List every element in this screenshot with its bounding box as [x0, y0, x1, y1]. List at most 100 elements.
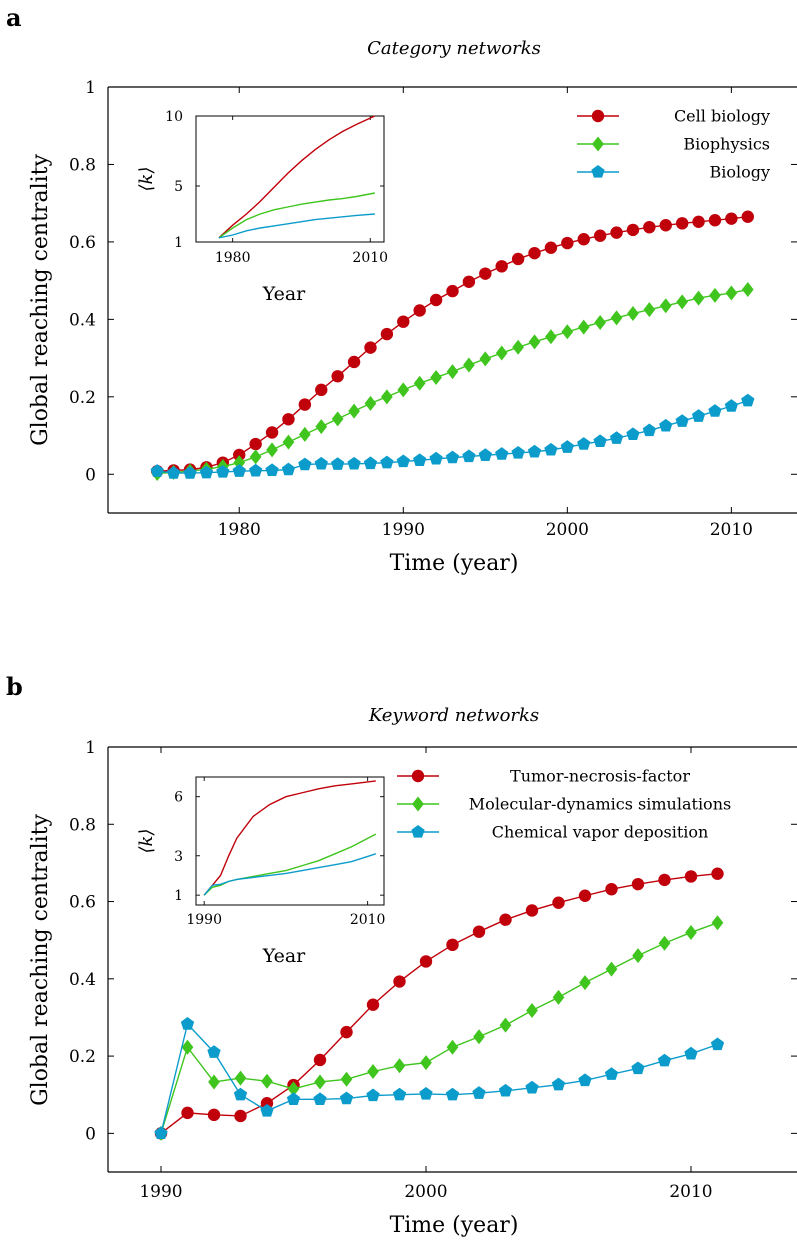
- inset-series-line: [203, 780, 376, 896]
- data-point: [249, 449, 262, 465]
- data-point: [605, 961, 618, 977]
- data-point: [286, 1092, 301, 1106]
- data-point: [626, 427, 640, 441]
- data-point: [577, 319, 590, 335]
- data-point: [419, 1086, 433, 1100]
- inset-ylabel: ⟨k⟩: [136, 829, 157, 854]
- series-line: [160, 1022, 718, 1134]
- data-point: [691, 409, 706, 422]
- data-point: [313, 1092, 327, 1106]
- panel-b-title: Keyword networks: [368, 705, 539, 726]
- data-point: [299, 426, 311, 442]
- inset-y-tick-label: 10: [165, 109, 183, 125]
- data-point: [631, 1061, 645, 1075]
- data-point: [347, 355, 361, 369]
- y-tick-label: 0.2: [69, 388, 96, 408]
- data-point: [495, 447, 509, 460]
- data-point: [472, 1086, 486, 1099]
- data-point: [659, 219, 672, 232]
- data-point: [577, 437, 591, 450]
- data-point: [708, 214, 722, 227]
- panel-a-xlabel: Time (year): [390, 551, 519, 576]
- data-point: [578, 889, 592, 902]
- panel-b-ylabel: Global reaching centrality: [28, 814, 53, 1106]
- data-point: [631, 877, 645, 891]
- data-point: [479, 351, 492, 367]
- inset-frame: [195, 776, 385, 906]
- y-tick-label: 0.6: [69, 233, 96, 253]
- data-point: [265, 426, 279, 439]
- data-point: [578, 1073, 592, 1087]
- y-tick-label: 1: [85, 78, 96, 98]
- data-point: [313, 1053, 327, 1067]
- inset-series-line: [218, 213, 375, 239]
- data-point: [340, 1071, 353, 1087]
- data-point: [446, 364, 459, 380]
- legend-entry: Cell biology: [577, 107, 770, 126]
- data-point: [472, 925, 486, 938]
- data-point: [657, 1053, 672, 1067]
- data-point: [429, 451, 443, 465]
- data-point: [233, 1087, 248, 1101]
- y-tick-label: 0.8: [69, 815, 96, 835]
- data-point: [233, 448, 246, 462]
- inset-xlabel: Year: [262, 945, 306, 967]
- data-point: [340, 1025, 353, 1039]
- data-point: [626, 223, 640, 237]
- data-point: [462, 449, 476, 463]
- data-point: [232, 464, 246, 477]
- data-point: [675, 217, 689, 230]
- data-point: [627, 306, 639, 322]
- data-point: [419, 955, 433, 968]
- data-point: [658, 873, 671, 887]
- data-point: [281, 462, 296, 476]
- data-point: [363, 456, 378, 470]
- legend-marker: [412, 796, 424, 812]
- data-point: [609, 431, 624, 444]
- data-point: [446, 938, 459, 952]
- data-point: [315, 419, 328, 435]
- inset-y-tick-label: 1: [174, 888, 183, 904]
- y-tick-label: 0: [85, 1124, 96, 1144]
- x-tick-label: 2010: [710, 520, 753, 540]
- y-tick-label: 0.4: [69, 970, 96, 990]
- inset-series-line: [218, 115, 376, 239]
- inset-xlabel: Year: [262, 283, 306, 305]
- data-point: [150, 464, 164, 477]
- data-point: [413, 453, 427, 466]
- data-point: [499, 913, 512, 926]
- series-chemical-vapor-deposition: [154, 1017, 725, 1140]
- data-point: [199, 465, 214, 479]
- x-tick-label: 2000: [404, 1182, 447, 1202]
- panel-a-label: a: [6, 3, 22, 32]
- data-point: [643, 302, 656, 318]
- panel-a-ylabel: Global reaching centrality: [28, 154, 53, 446]
- data-point: [658, 935, 671, 951]
- data-point: [381, 389, 393, 405]
- data-point: [725, 285, 738, 301]
- data-point: [659, 418, 673, 432]
- panel-b-xlabel: Time (year): [390, 1213, 519, 1238]
- data-point: [282, 413, 295, 426]
- legend-marker: [592, 136, 604, 152]
- data-point: [526, 1003, 538, 1018]
- data-point: [605, 882, 618, 896]
- data-point: [397, 315, 410, 328]
- data-point: [380, 327, 394, 341]
- data-point: [249, 437, 262, 451]
- data-point: [725, 212, 738, 225]
- data-point: [724, 399, 739, 412]
- data-point: [430, 369, 442, 385]
- panel-a-plot: 0 0.2 0.4 0.6 0.8 1 1980 1990 2000 2010 Cell biolo…: [69, 78, 797, 540]
- x-tick-label: 1990: [382, 520, 425, 540]
- data-point: [642, 423, 657, 437]
- data-point: [265, 463, 279, 477]
- y-tick-label: 0.8: [69, 155, 96, 175]
- data-point: [710, 1037, 725, 1051]
- data-point: [594, 314, 606, 330]
- data-point: [593, 434, 607, 448]
- data-point: [392, 1087, 407, 1101]
- data-point: [331, 370, 344, 383]
- x-tick-label: 2010: [669, 1182, 712, 1202]
- inset-plot: 1 5 10 1980 2010 Year ⟨k⟩: [136, 109, 388, 305]
